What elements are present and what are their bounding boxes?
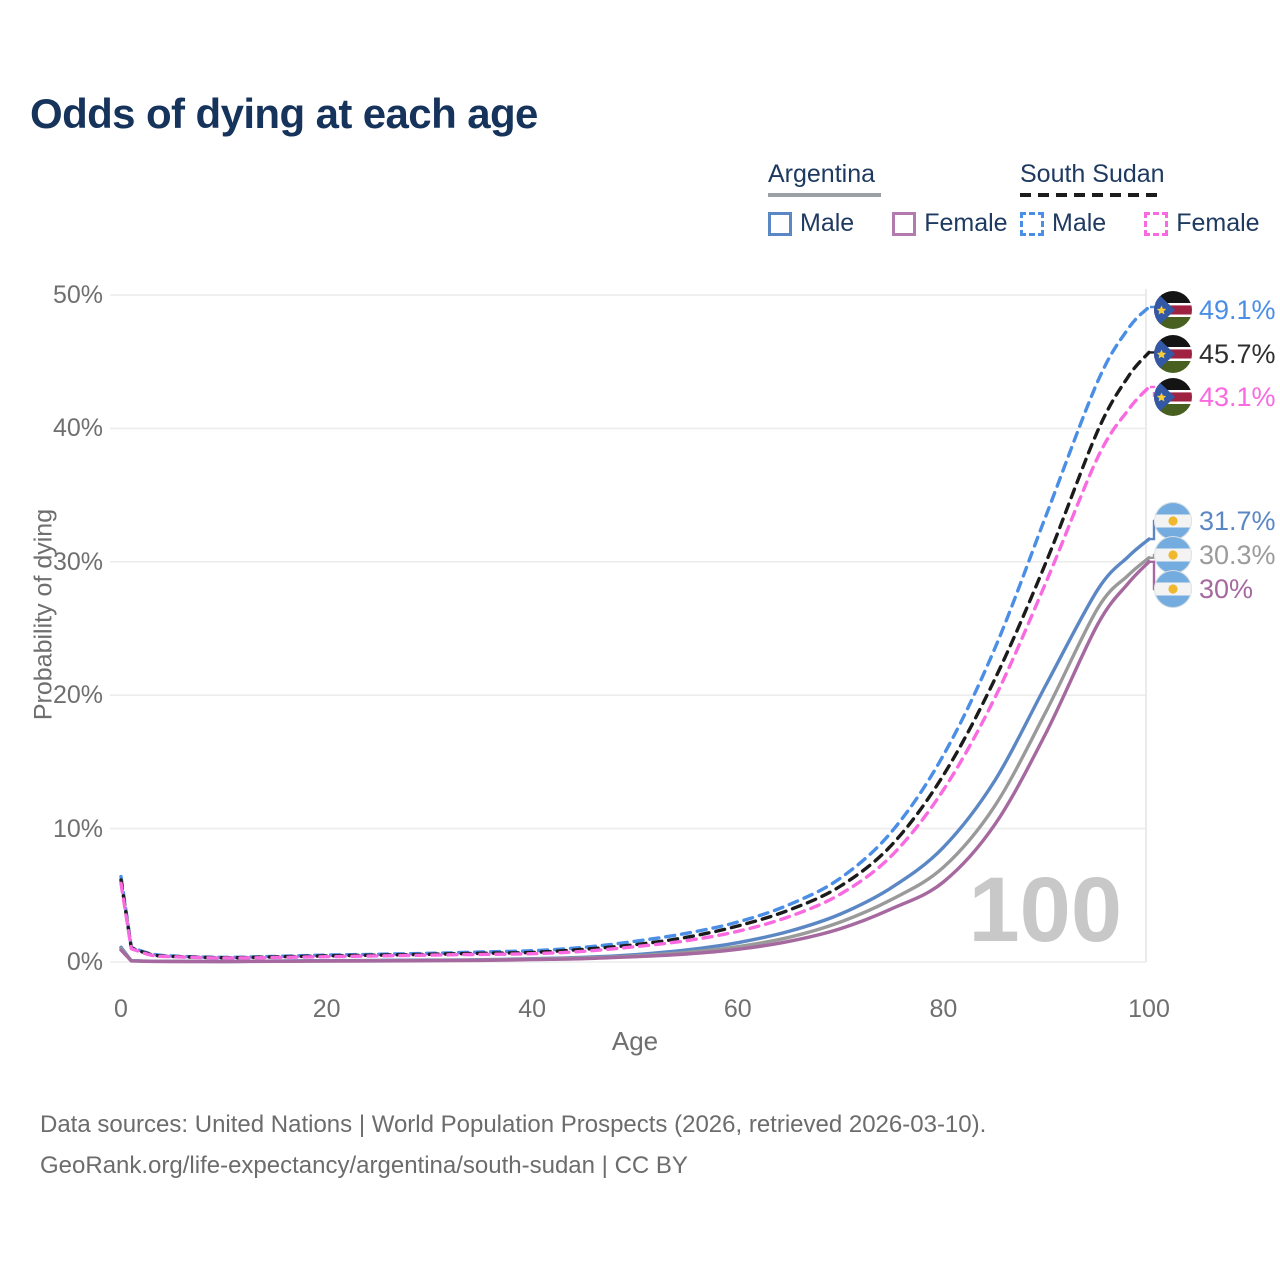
end-label-value-argentina-male: 31.7%	[1199, 505, 1276, 536]
end-label-connector	[1150, 351, 1159, 356]
legend-underline-south-sudan	[1020, 193, 1162, 197]
series-line-south-sudan-both-sexes[interactable]	[119, 350, 1151, 960]
series-line-argentina-female[interactable]	[119, 560, 1151, 964]
legend-item-south-sudan-female[interactable]: Female	[1144, 209, 1260, 238]
x-axis-title: Age	[611, 1026, 659, 1056]
data-source-footer: Data sources: United Nations | World Pop…	[40, 1104, 986, 1186]
end-label-argentina-both[interactable]: 30.3%	[1154, 536, 1276, 574]
legend-swatch-argentina-female	[892, 211, 917, 236]
legend-group-argentina: Argentina Male Female	[768, 160, 1008, 238]
x-tick-label-100: 100	[1128, 995, 1170, 1023]
legend-underline-argentina	[768, 193, 881, 197]
y-tick-label-0%: 0%	[66, 948, 103, 976]
x-tick-label-20: 20	[312, 995, 341, 1023]
end-label-value-south-sudan-both: 45.7%	[1199, 338, 1276, 369]
y-tick-label-10%: 10%	[52, 814, 103, 843]
end-label-value-argentina-female: 30%	[1199, 573, 1254, 604]
y-tick-label-30%: 30%	[52, 547, 103, 576]
x-tick-label-0: 0	[114, 995, 128, 1023]
south-sudan-flag-icon	[1154, 335, 1192, 373]
legend-swatch-south-sudan-male	[1020, 211, 1044, 236]
legend-swatch-argentina-male	[768, 211, 792, 236]
end-label-south-sudan-both[interactable]: 45.7%	[1154, 335, 1276, 373]
legend-label-argentina-male: Male	[800, 209, 855, 237]
end-label-south-sudan-male[interactable]: 49.1%	[1154, 291, 1276, 329]
x-tick-label-60: 60	[723, 995, 752, 1023]
end-label-connector	[1150, 385, 1159, 399]
end-label-south-sudan-female[interactable]: 43.1%	[1154, 378, 1276, 416]
y-tick-label-50%: 50%	[52, 281, 103, 309]
end-label-value-south-sudan-male: 49.1%	[1199, 294, 1276, 325]
x-tick-label-40: 40	[518, 995, 547, 1023]
end-label-argentina-female[interactable]: 30%	[1154, 570, 1253, 608]
argentina-flag-icon	[1154, 570, 1192, 608]
series-line-south-sudan-female[interactable]	[119, 385, 1151, 960]
legend-swatch-south-sudan-female	[1144, 211, 1169, 236]
legend-label-argentina-female: Female	[924, 209, 1008, 237]
legend-group-south-sudan: South Sudan Male Female	[1020, 160, 1260, 238]
south-sudan-flag-icon	[1154, 378, 1192, 416]
legend-country-south-sudan[interactable]: South Sudan	[1020, 160, 1165, 188]
end-label-argentina-male[interactable]: 31.7%	[1154, 502, 1276, 540]
hover-age-watermark: 100	[968, 859, 1123, 961]
y-tick-label-20%: 20%	[52, 681, 103, 710]
legend-item-argentina-male[interactable]: Male	[768, 209, 854, 238]
legend-item-argentina-female[interactable]: Female	[892, 209, 1008, 238]
legend-country-argentina[interactable]: Argentina	[768, 160, 876, 188]
legend-item-south-sudan-male[interactable]: Male	[1020, 209, 1106, 238]
argentina-flag-icon	[1154, 536, 1192, 574]
south-sudan-flag-icon	[1154, 291, 1192, 329]
chart-title: Odds of dying at each age	[30, 90, 538, 137]
end-label-value-argentina-both: 30.3%	[1199, 539, 1276, 570]
legend-label-south-sudan-male: Male	[1052, 209, 1107, 237]
footer-line-attribution: GeoRank.org/life-expectancy/argentina/so…	[40, 1152, 688, 1179]
x-tick-label-80: 80	[929, 995, 958, 1023]
argentina-flag-icon	[1154, 502, 1192, 540]
y-tick-label-40%: 40%	[52, 414, 103, 443]
end-label-value-south-sudan-female: 43.1%	[1199, 381, 1276, 412]
footer-line-sources: Data sources: United Nations | World Pop…	[40, 1111, 987, 1138]
legend-label-south-sudan-female: Female	[1176, 209, 1260, 237]
